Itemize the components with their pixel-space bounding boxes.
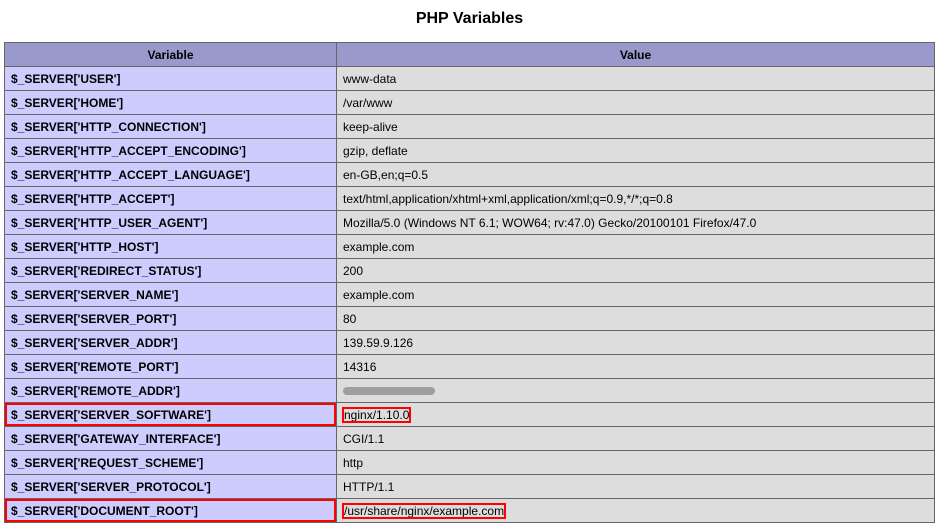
value-cell: 14316 [337,355,935,379]
variable-cell: $_SERVER['HTTP_ACCEPT_LANGUAGE'] [5,163,337,187]
variable-cell: $_SERVER['SERVER_PORT'] [5,307,337,331]
value-cell: Mozilla/5.0 (Windows NT 6.1; WOW64; rv:4… [337,211,935,235]
value-cell [337,379,935,403]
variable-cell: $_SERVER['SERVER_ADDR'] [5,331,337,355]
redacted-value [343,387,435,395]
table-row: $_SERVER['REQUEST_SCHEME']http [5,451,935,475]
value-cell: CGI/1.1 [337,427,935,451]
table-header-row: Variable Value [5,43,935,67]
highlighted-value: /usr/share/nginx/example.com [343,504,505,518]
table-row: $_SERVER['HTTP_ACCEPT_ENCODING']gzip, de… [5,139,935,163]
page-title: PHP Variables [0,10,939,28]
highlight-box [5,403,336,426]
table-row: $_SERVER['HTTP_USER_AGENT']Mozilla/5.0 (… [5,211,935,235]
column-header-value: Value [337,43,935,67]
variable-cell: $_SERVER['REMOTE_ADDR'] [5,379,337,403]
value-cell: en-GB,en;q=0.5 [337,163,935,187]
highlight-box [5,499,336,522]
table-row: $_SERVER['SERVER_NAME']example.com [5,283,935,307]
value-cell: www-data [337,67,935,91]
table-row: $_SERVER['SERVER_ADDR']139.59.9.126 [5,331,935,355]
value-cell: text/html,application/xhtml+xml,applicat… [337,187,935,211]
variable-cell: $_SERVER['HTTP_ACCEPT_ENCODING'] [5,139,337,163]
value-cell: HTTP/1.1 [337,475,935,499]
table-row: $_SERVER['HTTP_CONNECTION']keep-alive [5,115,935,139]
table-row: $_SERVER['SERVER_SOFTWARE'] nginx/1.10.0 [5,403,935,427]
highlighted-value: nginx/1.10.0 [343,408,410,422]
variable-cell: $_SERVER['HTTP_CONNECTION'] [5,115,337,139]
variable-cell: $_SERVER['REDIRECT_STATUS'] [5,259,337,283]
table-row: $_SERVER['HTTP_ACCEPT_LANGUAGE']en-GB,en… [5,163,935,187]
variable-cell: $_SERVER['HTTP_USER_AGENT'] [5,211,337,235]
table-row: $_SERVER['GATEWAY_INTERFACE']CGI/1.1 [5,427,935,451]
column-header-variable: Variable [5,43,337,67]
variable-cell: $_SERVER['DOCUMENT_ROOT'] [5,499,337,523]
variable-cell: $_SERVER['GATEWAY_INTERFACE'] [5,427,337,451]
value-cell: 80 [337,307,935,331]
value-cell: gzip, deflate [337,139,935,163]
table-row: $_SERVER['DOCUMENT_ROOT'] /usr/share/ngin… [5,499,935,523]
table-row: $_SERVER['REMOTE_ADDR'] [5,379,935,403]
value-cell: nginx/1.10.0 [337,403,935,427]
php-variables-table: Variable Value $_SERVER['USER']www-data$… [4,42,935,523]
table-row: $_SERVER['REMOTE_PORT']14316 [5,355,935,379]
variable-cell: $_SERVER['REQUEST_SCHEME'] [5,451,337,475]
variable-cell: $_SERVER['HTTP_ACCEPT'] [5,187,337,211]
value-cell: example.com [337,235,935,259]
variable-cell: $_SERVER['SERVER_PROTOCOL'] [5,475,337,499]
table-row: $_SERVER['USER']www-data [5,67,935,91]
table-row: $_SERVER['SERVER_PROTOCOL']HTTP/1.1 [5,475,935,499]
variable-cell: $_SERVER['HTTP_HOST'] [5,235,337,259]
table-row: $_SERVER['HTTP_ACCEPT']text/html,applica… [5,187,935,211]
value-cell: 139.59.9.126 [337,331,935,355]
value-cell: 200 [337,259,935,283]
table-row: $_SERVER['HTTP_HOST']example.com [5,235,935,259]
table-row: $_SERVER['SERVER_PORT']80 [5,307,935,331]
variable-cell: $_SERVER['HOME'] [5,91,337,115]
value-cell: http [337,451,935,475]
table-row: $_SERVER['HOME']/var/www [5,91,935,115]
variable-cell: $_SERVER['SERVER_SOFTWARE'] [5,403,337,427]
variable-cell: $_SERVER['SERVER_NAME'] [5,283,337,307]
table-row: $_SERVER['REDIRECT_STATUS']200 [5,259,935,283]
value-cell: keep-alive [337,115,935,139]
variable-cell: $_SERVER['REMOTE_PORT'] [5,355,337,379]
variable-cell: $_SERVER['USER'] [5,67,337,91]
value-cell: example.com [337,283,935,307]
value-cell: /var/www [337,91,935,115]
value-cell: /usr/share/nginx/example.com [337,499,935,523]
